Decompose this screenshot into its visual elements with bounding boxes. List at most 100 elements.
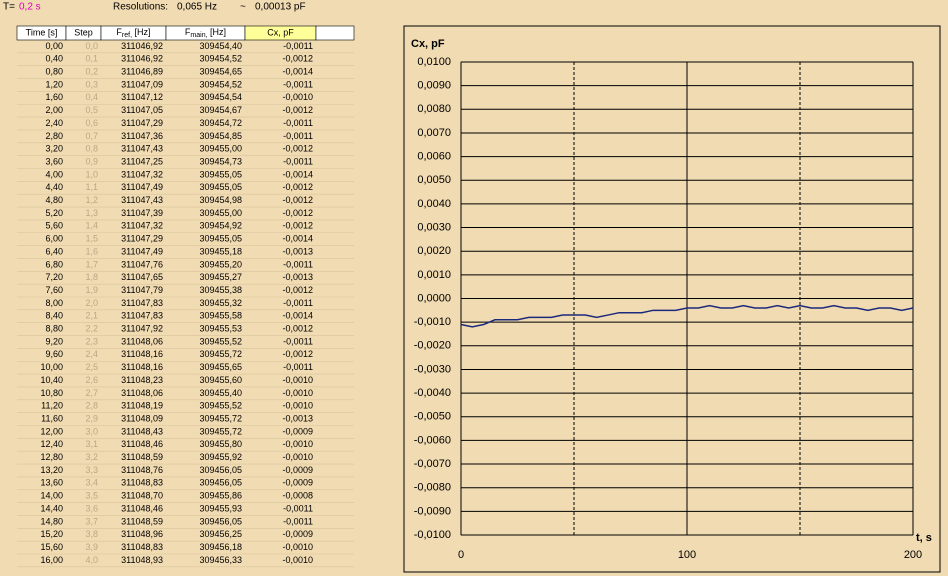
cell: 1,9 bbox=[85, 285, 98, 295]
cell: -0,0010 bbox=[282, 542, 313, 552]
cell: 309455,52 bbox=[199, 401, 242, 411]
y-tick-label: -0,0080 bbox=[414, 482, 451, 494]
cell: 311047,76 bbox=[121, 259, 163, 269]
cell: -0,0012 bbox=[282, 54, 313, 64]
cell: 309455,86 bbox=[199, 491, 242, 501]
cell: 2,5 bbox=[85, 362, 98, 372]
cell: -0,0013 bbox=[282, 246, 313, 256]
cell: -0,0012 bbox=[282, 182, 313, 192]
resolution-pf: 0,00013 pF bbox=[255, 2, 306, 13]
cell: 311048,16 bbox=[121, 349, 163, 359]
cell: -0,0010 bbox=[282, 401, 313, 411]
cell: 12,00 bbox=[40, 426, 63, 436]
y-tick-label: -0,0010 bbox=[414, 316, 451, 328]
cell: -0,0011 bbox=[283, 118, 313, 128]
cell: -0,0010 bbox=[282, 452, 313, 462]
cell: 311047,92 bbox=[121, 324, 163, 334]
cell: -0,0014 bbox=[282, 311, 313, 321]
cell: 311047,43 bbox=[121, 144, 163, 154]
cell: 2,0 bbox=[85, 298, 98, 308]
cell: 3,8 bbox=[85, 529, 98, 539]
cell: 6,80 bbox=[45, 259, 63, 269]
header-text: Step bbox=[74, 27, 93, 37]
cell: 309456,25 bbox=[199, 529, 242, 539]
cell: 311046,92 bbox=[121, 54, 163, 64]
header-unit: [Hz] bbox=[132, 27, 151, 37]
cell: 1,5 bbox=[85, 234, 98, 244]
cell: 309455,80 bbox=[199, 439, 242, 449]
cell: 309454,40 bbox=[199, 41, 242, 51]
x-tick-label: 200 bbox=[904, 549, 922, 561]
y-tick-label: 0,0030 bbox=[417, 221, 451, 233]
cell: 7,20 bbox=[45, 272, 63, 282]
cell: 3,60 bbox=[45, 156, 63, 166]
header-sub: ref, bbox=[122, 32, 132, 39]
cell: 4,0 bbox=[85, 555, 98, 565]
cell: 311047,43 bbox=[121, 195, 163, 205]
cell: 2,1 bbox=[85, 311, 98, 321]
cell: 12,80 bbox=[40, 452, 63, 462]
cell: 311048,59 bbox=[121, 452, 163, 462]
cell: 1,6 bbox=[85, 246, 98, 256]
y-tick-label: -0,0020 bbox=[414, 340, 451, 352]
cell: 309455,93 bbox=[199, 503, 242, 513]
cell: 2,80 bbox=[45, 131, 63, 141]
cell: 0,8 bbox=[85, 144, 98, 154]
y-tick-label: -0,0100 bbox=[414, 529, 451, 541]
cell: 311046,92 bbox=[121, 41, 163, 51]
cell: 3,1 bbox=[85, 439, 98, 449]
cell: 1,7 bbox=[85, 259, 98, 269]
cell: 311048,09 bbox=[121, 413, 163, 423]
cell: -0,0009 bbox=[282, 465, 313, 475]
cell: 309454,98 bbox=[199, 195, 242, 205]
cell: 311048,43 bbox=[121, 426, 163, 436]
cell: 309456,05 bbox=[199, 465, 242, 475]
cell: 1,1 bbox=[85, 182, 98, 192]
y-tick-label: -0,0030 bbox=[414, 363, 451, 375]
cell: 9,60 bbox=[45, 349, 63, 359]
header-sub: main, bbox=[190, 32, 207, 39]
cell: 0,00 bbox=[45, 41, 63, 51]
cell: 3,0 bbox=[85, 426, 98, 436]
cell: 0,80 bbox=[45, 67, 63, 77]
cell: 311048,06 bbox=[121, 388, 163, 398]
cell: 311047,05 bbox=[121, 105, 163, 115]
x-tick-label: 100 bbox=[678, 549, 696, 561]
cell: 3,20 bbox=[45, 144, 63, 154]
resolution-hz: 0,065 Hz bbox=[177, 2, 217, 13]
cell: 8,00 bbox=[45, 298, 63, 308]
header-cell bbox=[315, 25, 355, 41]
cell: 1,4 bbox=[85, 221, 98, 231]
cell: 309455,05 bbox=[199, 169, 242, 179]
y-tick-label: -0,0090 bbox=[414, 505, 451, 517]
cell: 2,4 bbox=[85, 349, 98, 359]
cell: 8,40 bbox=[45, 311, 63, 321]
cell: 14,00 bbox=[40, 491, 63, 501]
cell: 13,20 bbox=[40, 465, 63, 475]
cell: 311047,79 bbox=[121, 285, 163, 295]
cell: -0,0012 bbox=[282, 195, 313, 205]
cell: 311047,29 bbox=[121, 234, 163, 244]
cell: 309456,05 bbox=[199, 516, 242, 526]
cell: 0,0 bbox=[85, 41, 98, 51]
cell: 311047,65 bbox=[121, 272, 163, 282]
cell: 309454,67 bbox=[199, 105, 242, 115]
cell: -0,0008 bbox=[282, 491, 313, 501]
header-text: Fmain, [Hz] bbox=[185, 27, 226, 38]
cell: -0,0010 bbox=[282, 388, 313, 398]
header-base: F bbox=[116, 27, 122, 37]
cell: 0,3 bbox=[85, 79, 98, 89]
cell: -0,0009 bbox=[282, 426, 313, 436]
cell: 4,80 bbox=[45, 195, 63, 205]
tilde: ~ bbox=[240, 2, 246, 13]
cell: 15,60 bbox=[40, 542, 63, 552]
y-tick-label: 0,0010 bbox=[417, 269, 451, 281]
y-tick-label: 0,0000 bbox=[417, 292, 451, 304]
cell: 311047,36 bbox=[121, 131, 163, 141]
cell: 311048,83 bbox=[121, 542, 163, 552]
cell: 309455,38 bbox=[199, 285, 242, 295]
cell: 16,00 bbox=[40, 555, 63, 565]
cell: 3,3 bbox=[85, 465, 98, 475]
cell: 1,8 bbox=[85, 272, 98, 282]
cell: 10,00 bbox=[40, 362, 63, 372]
